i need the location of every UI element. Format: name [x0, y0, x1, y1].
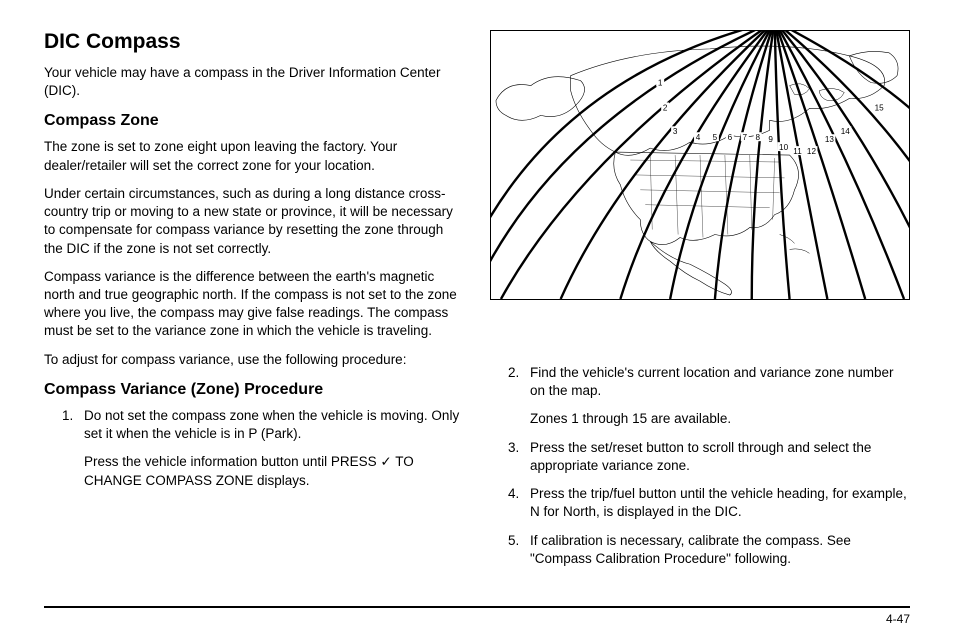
zone-paragraph-2: Under certain circumstances, such as dur…: [44, 185, 464, 258]
zone-line-2: [491, 31, 775, 299]
zone-label-7: 7: [743, 133, 748, 142]
zone-label-6: 6: [728, 133, 733, 142]
procedure-step-4: Press the trip/fuel button until the veh…: [490, 485, 910, 521]
left-column: DIC Compass Your vehicle may have a comp…: [44, 30, 464, 590]
zone-line-9: [775, 31, 790, 299]
check-icon: ✓: [380, 454, 391, 469]
compass-zone-heading: Compass Zone: [44, 112, 464, 130]
page-title: DIC Compass: [44, 30, 464, 54]
zone-label-15: 15: [875, 103, 885, 112]
zone-label-14: 14: [841, 127, 851, 136]
zone-paragraph-1: The zone is set to zone eight upon leavi…: [44, 138, 464, 174]
procedure-list-left: Do not set the compass zone when the veh…: [44, 407, 464, 490]
zone-label-5: 5: [713, 133, 718, 142]
zone-label-13: 13: [825, 135, 835, 144]
right-column: 123456789101112131415 Find the vehicle's…: [490, 30, 910, 590]
procedure-step-2: Find the vehicle's current location and …: [490, 364, 910, 429]
procedure-step-1: Do not set the compass zone when the veh…: [44, 407, 464, 490]
step-2-text: Find the vehicle's current location and …: [530, 365, 894, 398]
zone-line-12: [775, 31, 904, 299]
zone-label-11: 11: [793, 147, 802, 156]
zone-line-3: [501, 31, 775, 299]
step-1-subtext: Press the vehicle information button unt…: [84, 453, 464, 489]
zone-label-8: 8: [755, 133, 760, 142]
zone-paragraph-3: Compass variance is the difference betwe…: [44, 268, 464, 341]
zone-paragraph-4: To adjust for compass variance, use the …: [44, 351, 464, 369]
zone-line-15: [775, 31, 909, 160]
intro-paragraph: Your vehicle may have a compass in the D…: [44, 64, 464, 100]
page-content: DIC Compass Your vehicle may have a comp…: [44, 30, 910, 590]
zone-line-1: [491, 31, 775, 299]
zone-label-1: 1: [658, 79, 663, 88]
zone-label-12: 12: [807, 147, 817, 156]
zone-line-4: [561, 31, 775, 299]
step-2-subtext: Zones 1 through 15 are available.: [530, 410, 910, 428]
step-1-text: Do not set the compass zone when the veh…: [84, 408, 459, 441]
zone-label-3: 3: [673, 127, 678, 136]
zone-lines-group: [491, 31, 909, 299]
zone-label-9: 9: [768, 135, 773, 144]
compass-zone-map-figure: 123456789101112131415: [490, 30, 910, 300]
procedure-step-3: Press the set/reset button to scroll thr…: [490, 439, 910, 475]
procedure-list-right: Find the vehicle's current location and …: [490, 364, 910, 568]
zone-label-4: 4: [696, 133, 701, 142]
zone-label-10: 10: [779, 143, 789, 152]
procedure-step-5: If calibration is necessary, calibrate t…: [490, 532, 910, 568]
footer-rule: [44, 606, 910, 608]
zone-line-13: [775, 31, 909, 289]
procedure-heading: Compass Variance (Zone) Procedure: [44, 381, 464, 399]
zone-map-svg: 123456789101112131415: [491, 31, 909, 299]
page-number: 4-47: [886, 612, 910, 626]
step-1-sub-a: Press the vehicle information button unt…: [84, 454, 380, 469]
zone-label-2: 2: [663, 103, 668, 112]
zone-line-8: [752, 31, 775, 299]
